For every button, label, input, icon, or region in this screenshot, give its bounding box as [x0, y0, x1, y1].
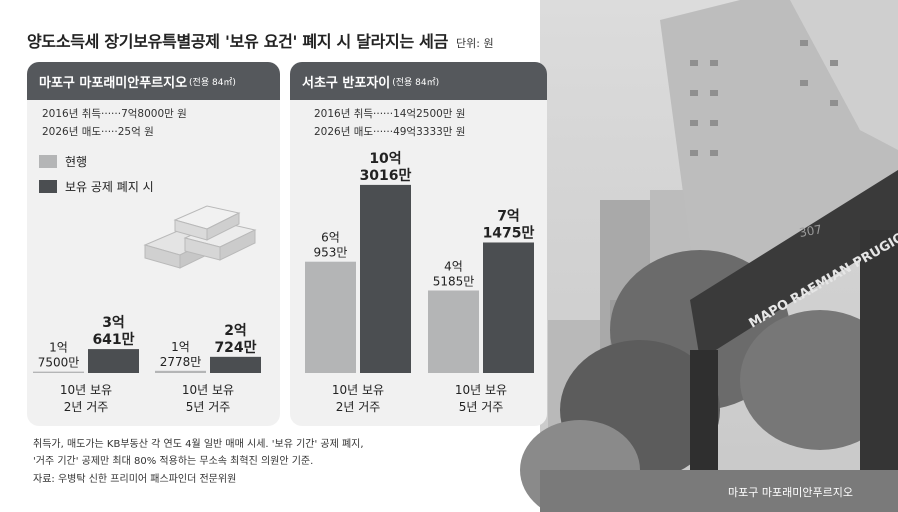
panel-title: 마포구 마포래미안푸르지오: [39, 75, 188, 91]
panel-title: 서초구 반포자이: [302, 75, 391, 91]
acquisition-info: 2016년 취득······7억8000만 원: [42, 108, 187, 120]
data-label: 1억: [171, 340, 190, 354]
category-label: 5년 거주: [186, 400, 231, 414]
category-label: 2년 거주: [336, 400, 381, 414]
chart-title: 양도소득세 장기보유특별공제 '보유 요건' 폐지 시 달라지는 세금: [27, 32, 449, 51]
source-note: 자료: 우병탁 신한 프리미어 패스파인더 전문위원: [33, 474, 237, 485]
legend-label: 보유 공제 폐지 시: [65, 180, 154, 194]
panel-size: (전용 84㎡): [189, 77, 236, 88]
footnote-line-2: '거주 기간' 공제만 최대 80% 적용하는 무소속 최혁진 의원안 기준.: [33, 456, 314, 467]
data-label: 7억: [497, 208, 520, 224]
category-label: 5년 거주: [459, 400, 504, 414]
category-label: 2년 거주: [64, 400, 109, 414]
data-label: 953만: [314, 246, 348, 260]
data-label: 2억: [224, 323, 247, 339]
legend-swatch: [39, 155, 57, 168]
category-label: 10년 보유: [182, 383, 234, 397]
data-label: 1억: [49, 341, 68, 355]
building-number: 307: [798, 222, 823, 240]
sale-info: 2026년 매도·····25억 원: [42, 126, 154, 138]
legend-item-abolished: 보유 공제 폐지 시: [39, 178, 154, 195]
footnote-line-1: 취득가, 매도가는 KB부동산 각 연도 4월 일반 매매 시세. '보유 기간…: [33, 439, 364, 450]
data-label: 724만: [214, 340, 256, 356]
category-label: 10년 보유: [455, 383, 507, 397]
data-label: 1475만: [483, 225, 535, 241]
bar-current: [305, 261, 356, 373]
chart-header: 양도소득세 장기보유특별공제 '보유 요건' 폐지 시 달라지는 세금 단위: …: [27, 28, 494, 52]
unit-label: 단위: 원: [456, 37, 494, 50]
data-label: 3억: [102, 315, 125, 331]
data-label: 7500만: [38, 356, 80, 370]
bar-current: [428, 290, 479, 373]
category-label: 10년 보유: [60, 383, 112, 397]
panel-banpo: 서초구 반포자이 (전용 84㎡) 2016년 취득······14억2500만…: [290, 62, 547, 426]
data-label: 4억: [444, 259, 463, 273]
bar-current: [33, 371, 84, 373]
sale-info: 2026년 매도······49억3333만 원: [314, 126, 466, 138]
bar-current: [155, 370, 206, 373]
photo-caption: 마포구 마포래미안푸르지오: [728, 486, 853, 499]
panel-size: (전용 84㎡): [392, 77, 440, 88]
panel-header: 서초구 반포자이 (전용 84㎡): [290, 62, 547, 100]
gold-bars-illustration: [143, 205, 257, 269]
bar-abolished: [360, 184, 411, 373]
legend-swatch: [39, 180, 57, 193]
bar-abolished: [210, 356, 261, 373]
acquisition-info: 2016년 취득······14억2500만 원: [314, 108, 466, 120]
data-label: 10억: [369, 151, 401, 167]
data-label: 5185만: [433, 274, 475, 288]
data-label: 641만: [92, 332, 134, 348]
data-label: 6억: [321, 231, 340, 245]
panel-header: 마포구 마포래미안푸르지오 (전용 84㎡): [27, 62, 280, 100]
legend-item-current: 현행: [39, 153, 87, 170]
bar-abolished: [88, 349, 139, 373]
bar-abolished: [483, 242, 534, 373]
data-label: 2778만: [160, 355, 202, 369]
legend-label: 현행: [65, 155, 88, 169]
data-label: 3016만: [360, 168, 412, 184]
panel-mapo: 마포구 마포래미안푸르지오 (전용 84㎡) 2016년 취득······7억8…: [27, 62, 280, 426]
category-label: 10년 보유: [332, 383, 384, 397]
